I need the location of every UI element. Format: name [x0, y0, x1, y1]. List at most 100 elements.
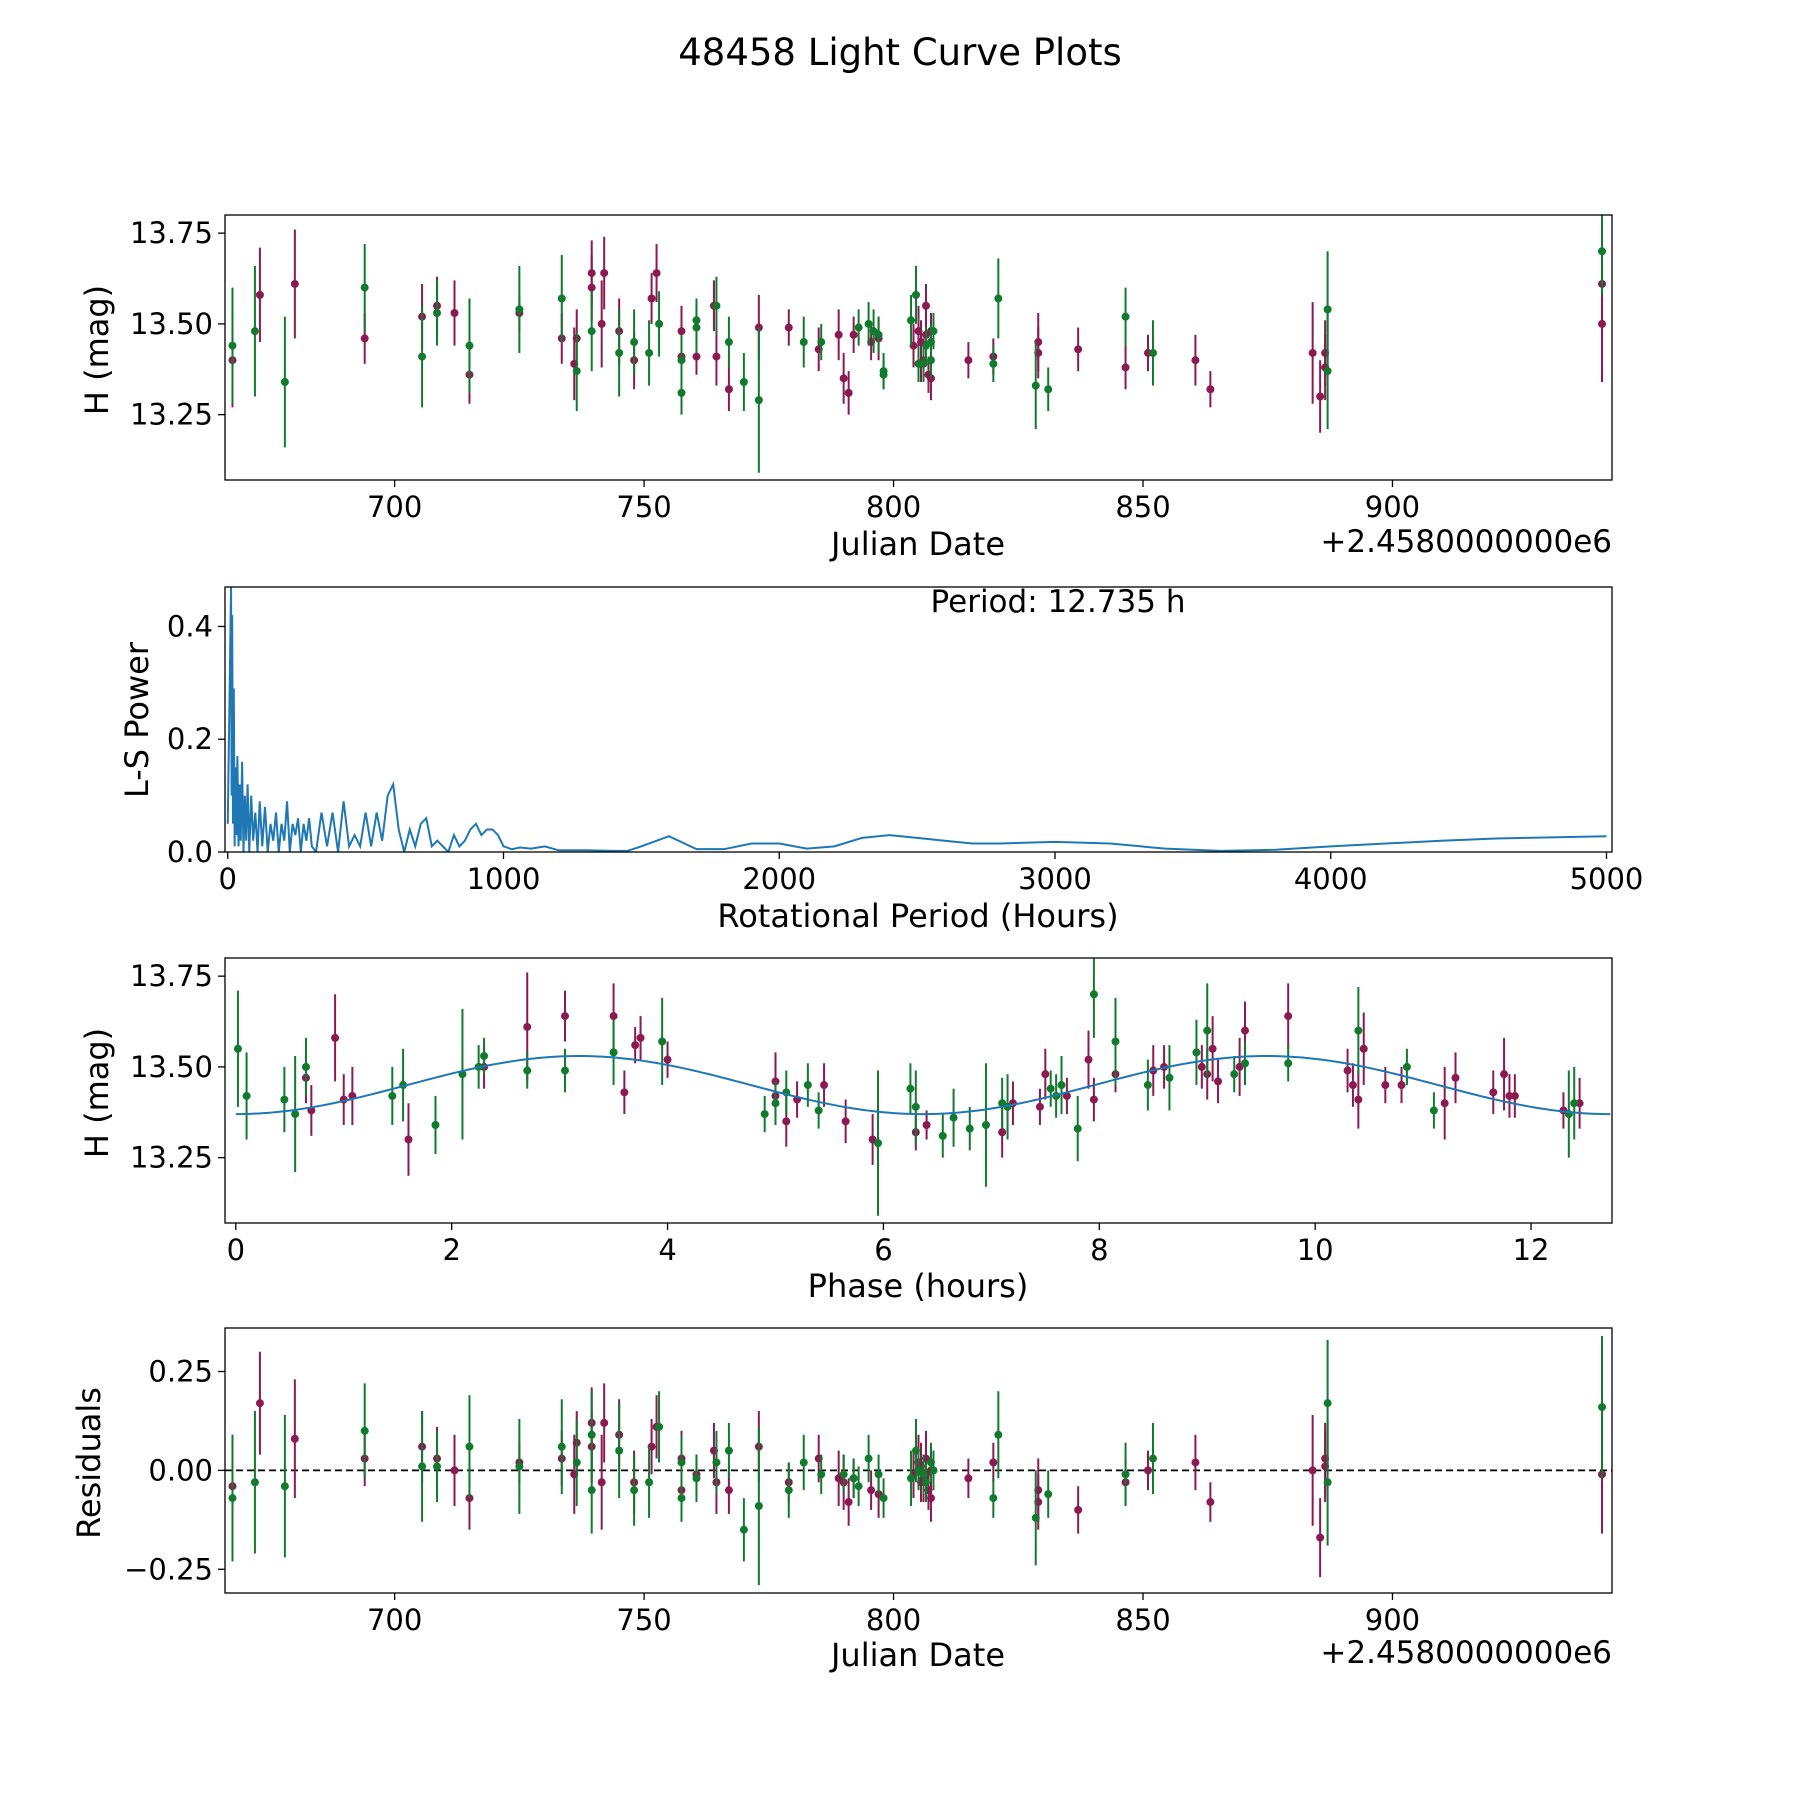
residuals-xtick-label: 700 — [367, 1603, 422, 1637]
residuals-point-green — [854, 1482, 863, 1491]
lightcurve-point-magenta — [600, 269, 609, 278]
periodogram-xtick-label: 5000 — [1570, 862, 1644, 896]
phased-xtick-label: 8 — [1090, 1233, 1108, 1267]
phased-ytick-label: 13.25 — [130, 1141, 213, 1175]
lightcurve-point-green — [557, 294, 566, 303]
phased-panel: 0 2 4 6 8 10 12 13.25 13.50 13.75 Phase (hours) H… — [78, 957, 1613, 1305]
lightcurve-point-green — [1044, 385, 1053, 394]
residuals-point-green — [1044, 1490, 1053, 1499]
residuals-point-magenta — [724, 1486, 733, 1495]
lightcurve-point-green — [929, 327, 938, 336]
residuals-point-green — [929, 1466, 938, 1475]
phased-point-magenta — [1489, 1088, 1498, 1097]
residuals-point-magenta — [1144, 1466, 1153, 1475]
phased-xtick-label: 10 — [1297, 1233, 1334, 1267]
phased-point-green — [233, 1044, 242, 1053]
phased-point-magenta — [1359, 1044, 1368, 1053]
periodogram-plot-area: 0 1000 2000 3000 4000 5000 0.0 0.2 0.4 — [167, 586, 1644, 896]
lightcurve-xtick-label: 850 — [1115, 490, 1170, 524]
lightcurve-point-magenta — [784, 323, 793, 332]
phased-point-green — [1089, 990, 1098, 999]
phased-point-magenta — [609, 1012, 618, 1021]
lightcurve-point-magenta — [597, 319, 606, 328]
residuals-point-green — [677, 1458, 686, 1467]
lightcurve-point-green — [1323, 305, 1332, 314]
periodogram-ylabel: L-S Power — [118, 641, 156, 798]
periodogram-xtick-label: 3000 — [1018, 862, 1092, 896]
phased-point-green — [1057, 1081, 1066, 1090]
lightcurve-point-magenta — [712, 352, 721, 361]
phased-xtick-label: 2 — [442, 1233, 460, 1267]
phased-point-magenta — [1241, 1026, 1250, 1035]
phased-point-green — [965, 1124, 974, 1133]
lightcurve-point-green — [587, 327, 596, 336]
periodogram-xtick-label: 1000 — [467, 862, 541, 896]
residuals-point-green — [360, 1426, 369, 1435]
lightcurve-point-magenta — [677, 327, 686, 336]
lightcurve-point-green — [655, 319, 664, 328]
residuals-point-green — [587, 1430, 596, 1439]
phased-point-magenta — [1510, 1091, 1519, 1100]
periodogram-ytick-label: 0.0 — [167, 835, 213, 869]
phased-point-green — [949, 1113, 958, 1122]
phased-point-magenta — [841, 1117, 850, 1126]
lightcurve-point-green — [360, 283, 369, 292]
phased-point-magenta — [663, 1055, 672, 1064]
lightcurve-point-magenta — [450, 309, 459, 318]
periodogram-xlabel: Rotational Period (Hours) — [717, 897, 1118, 935]
lightcurve-point-green — [994, 294, 1003, 303]
phased-xtick-label: 12 — [1513, 1233, 1550, 1267]
lightcurve-ytick-label: 13.25 — [130, 398, 213, 432]
residuals-point-magenta — [926, 1494, 935, 1503]
lightcurve-point-magenta — [1074, 345, 1083, 354]
lightcurve-xtick-label: 900 — [1365, 490, 1420, 524]
periodogram-xtick-label: 2000 — [742, 862, 816, 896]
phased-point-green — [1402, 1062, 1411, 1071]
residuals-points — [228, 1335, 1607, 1586]
lightcurve-point-magenta — [964, 356, 973, 365]
phased-point-magenta — [1084, 1055, 1093, 1064]
phased-point-magenta — [1041, 1070, 1050, 1079]
lightcurve-xtick-label: 700 — [367, 490, 422, 524]
residuals-x-offset: +2.4580000000e6 — [1320, 1635, 1612, 1671]
period-annotation: Period: 12.735 h — [931, 584, 1186, 620]
residuals-ytick-label: 0.00 — [148, 1453, 213, 1487]
phased-point-green — [561, 1066, 570, 1075]
residuals-point-green — [1121, 1470, 1130, 1479]
residuals-point-green — [879, 1494, 888, 1503]
residuals-point-magenta — [450, 1466, 459, 1475]
phased-point-magenta — [820, 1081, 829, 1090]
residuals-axes-frame — [224, 1327, 1613, 1594]
lightcurve-point-green — [854, 323, 863, 332]
residuals-point-magenta — [964, 1474, 973, 1483]
phased-point-green — [906, 1084, 915, 1093]
residuals-point-green — [433, 1462, 442, 1471]
residuals-point-green — [754, 1501, 763, 1510]
residuals-point-green — [250, 1478, 259, 1487]
phased-xtick-label: 6 — [874, 1233, 892, 1267]
residuals-point-green — [874, 1470, 883, 1479]
periodogram-ytick-label: 0.4 — [167, 609, 213, 643]
phased-point-green — [1192, 1048, 1201, 1057]
residuals-point-green — [994, 1430, 1003, 1439]
phased-point-green — [1073, 1124, 1082, 1133]
phased-point-green — [874, 1139, 883, 1148]
residuals-point-green — [921, 1478, 930, 1487]
residuals-point-green — [692, 1474, 701, 1483]
lightcurve-point-magenta — [587, 283, 596, 292]
residuals-point-green — [418, 1462, 427, 1471]
lightcurve-point-green — [630, 338, 639, 347]
lightcurve-point-green — [989, 359, 998, 368]
lightcurve-point-green — [907, 316, 916, 325]
phased-point-magenta — [1348, 1081, 1357, 1090]
lightcurve-point-magenta — [647, 294, 656, 303]
residuals-xtick-label: 900 — [1365, 1603, 1420, 1637]
lightcurve-point-magenta — [839, 374, 848, 383]
lightcurve-point-green — [1121, 312, 1130, 321]
lightcurve-point-green — [465, 341, 474, 350]
residuals-point-magenta — [1308, 1466, 1317, 1475]
phased-point-green — [1570, 1099, 1579, 1108]
lightcurve-point-magenta — [1206, 385, 1215, 394]
phased-point-green — [1354, 1026, 1363, 1035]
phased-point-green — [1284, 1059, 1293, 1068]
